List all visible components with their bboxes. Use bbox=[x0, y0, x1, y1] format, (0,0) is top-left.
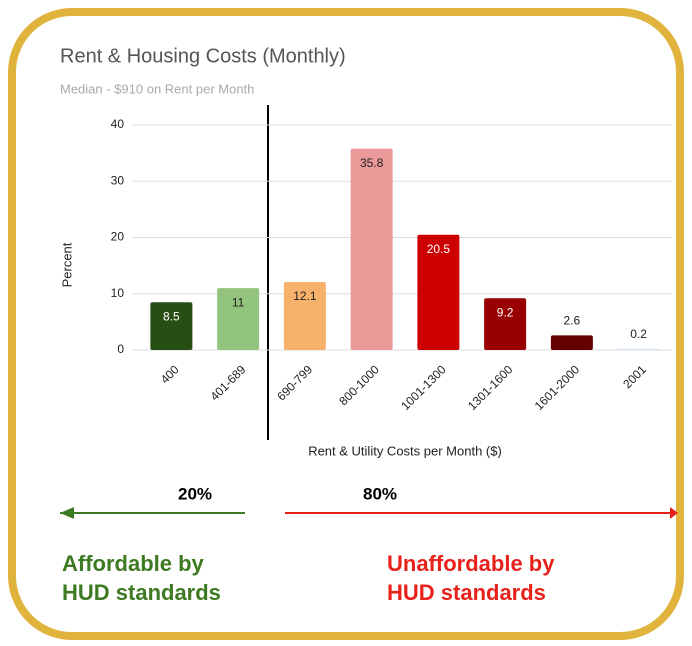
y-tick-label: 20 bbox=[111, 230, 125, 244]
bar bbox=[550, 335, 593, 350]
annotation: 20% bbox=[178, 484, 212, 503]
bar bbox=[350, 148, 393, 350]
data-label: 12.1 bbox=[293, 289, 317, 303]
annotation: Affordable by bbox=[62, 551, 205, 576]
y-tick-label: 30 bbox=[111, 173, 125, 187]
x-axis-title: Rent & Utility Costs per Month ($) bbox=[308, 443, 502, 458]
bar bbox=[150, 302, 193, 350]
y-axis-title: Percent bbox=[59, 242, 74, 287]
data-label: 11 bbox=[232, 295, 245, 309]
bar bbox=[484, 298, 527, 350]
annotation: HUD standards bbox=[62, 580, 221, 605]
y-tick-label: 40 bbox=[111, 117, 125, 131]
bar bbox=[283, 281, 326, 350]
chart-title: Rent & Housing Costs (Monthly) bbox=[60, 45, 346, 67]
data-label: 8.5 bbox=[163, 309, 180, 323]
bar bbox=[617, 348, 660, 350]
data-label: 0.2 bbox=[630, 327, 647, 341]
annotation: HUD standards bbox=[387, 580, 546, 605]
data-label: 2.6 bbox=[564, 314, 581, 328]
chart-subtitle: Median - $910 on Rent per Month bbox=[60, 81, 254, 96]
data-label: 20.5 bbox=[427, 242, 451, 256]
frame bbox=[8, 8, 684, 640]
annotation: Unaffordable by bbox=[387, 551, 555, 576]
annotation: 80% bbox=[363, 484, 397, 503]
right-arrowhead bbox=[670, 507, 678, 519]
bar bbox=[217, 288, 260, 350]
data-label: 9.2 bbox=[497, 305, 514, 319]
left-arrowhead bbox=[60, 507, 74, 519]
y-tick-label: 0 bbox=[117, 342, 124, 356]
y-tick-label: 10 bbox=[111, 286, 125, 300]
data-label: 35.8 bbox=[360, 156, 384, 170]
bar bbox=[417, 234, 460, 350]
